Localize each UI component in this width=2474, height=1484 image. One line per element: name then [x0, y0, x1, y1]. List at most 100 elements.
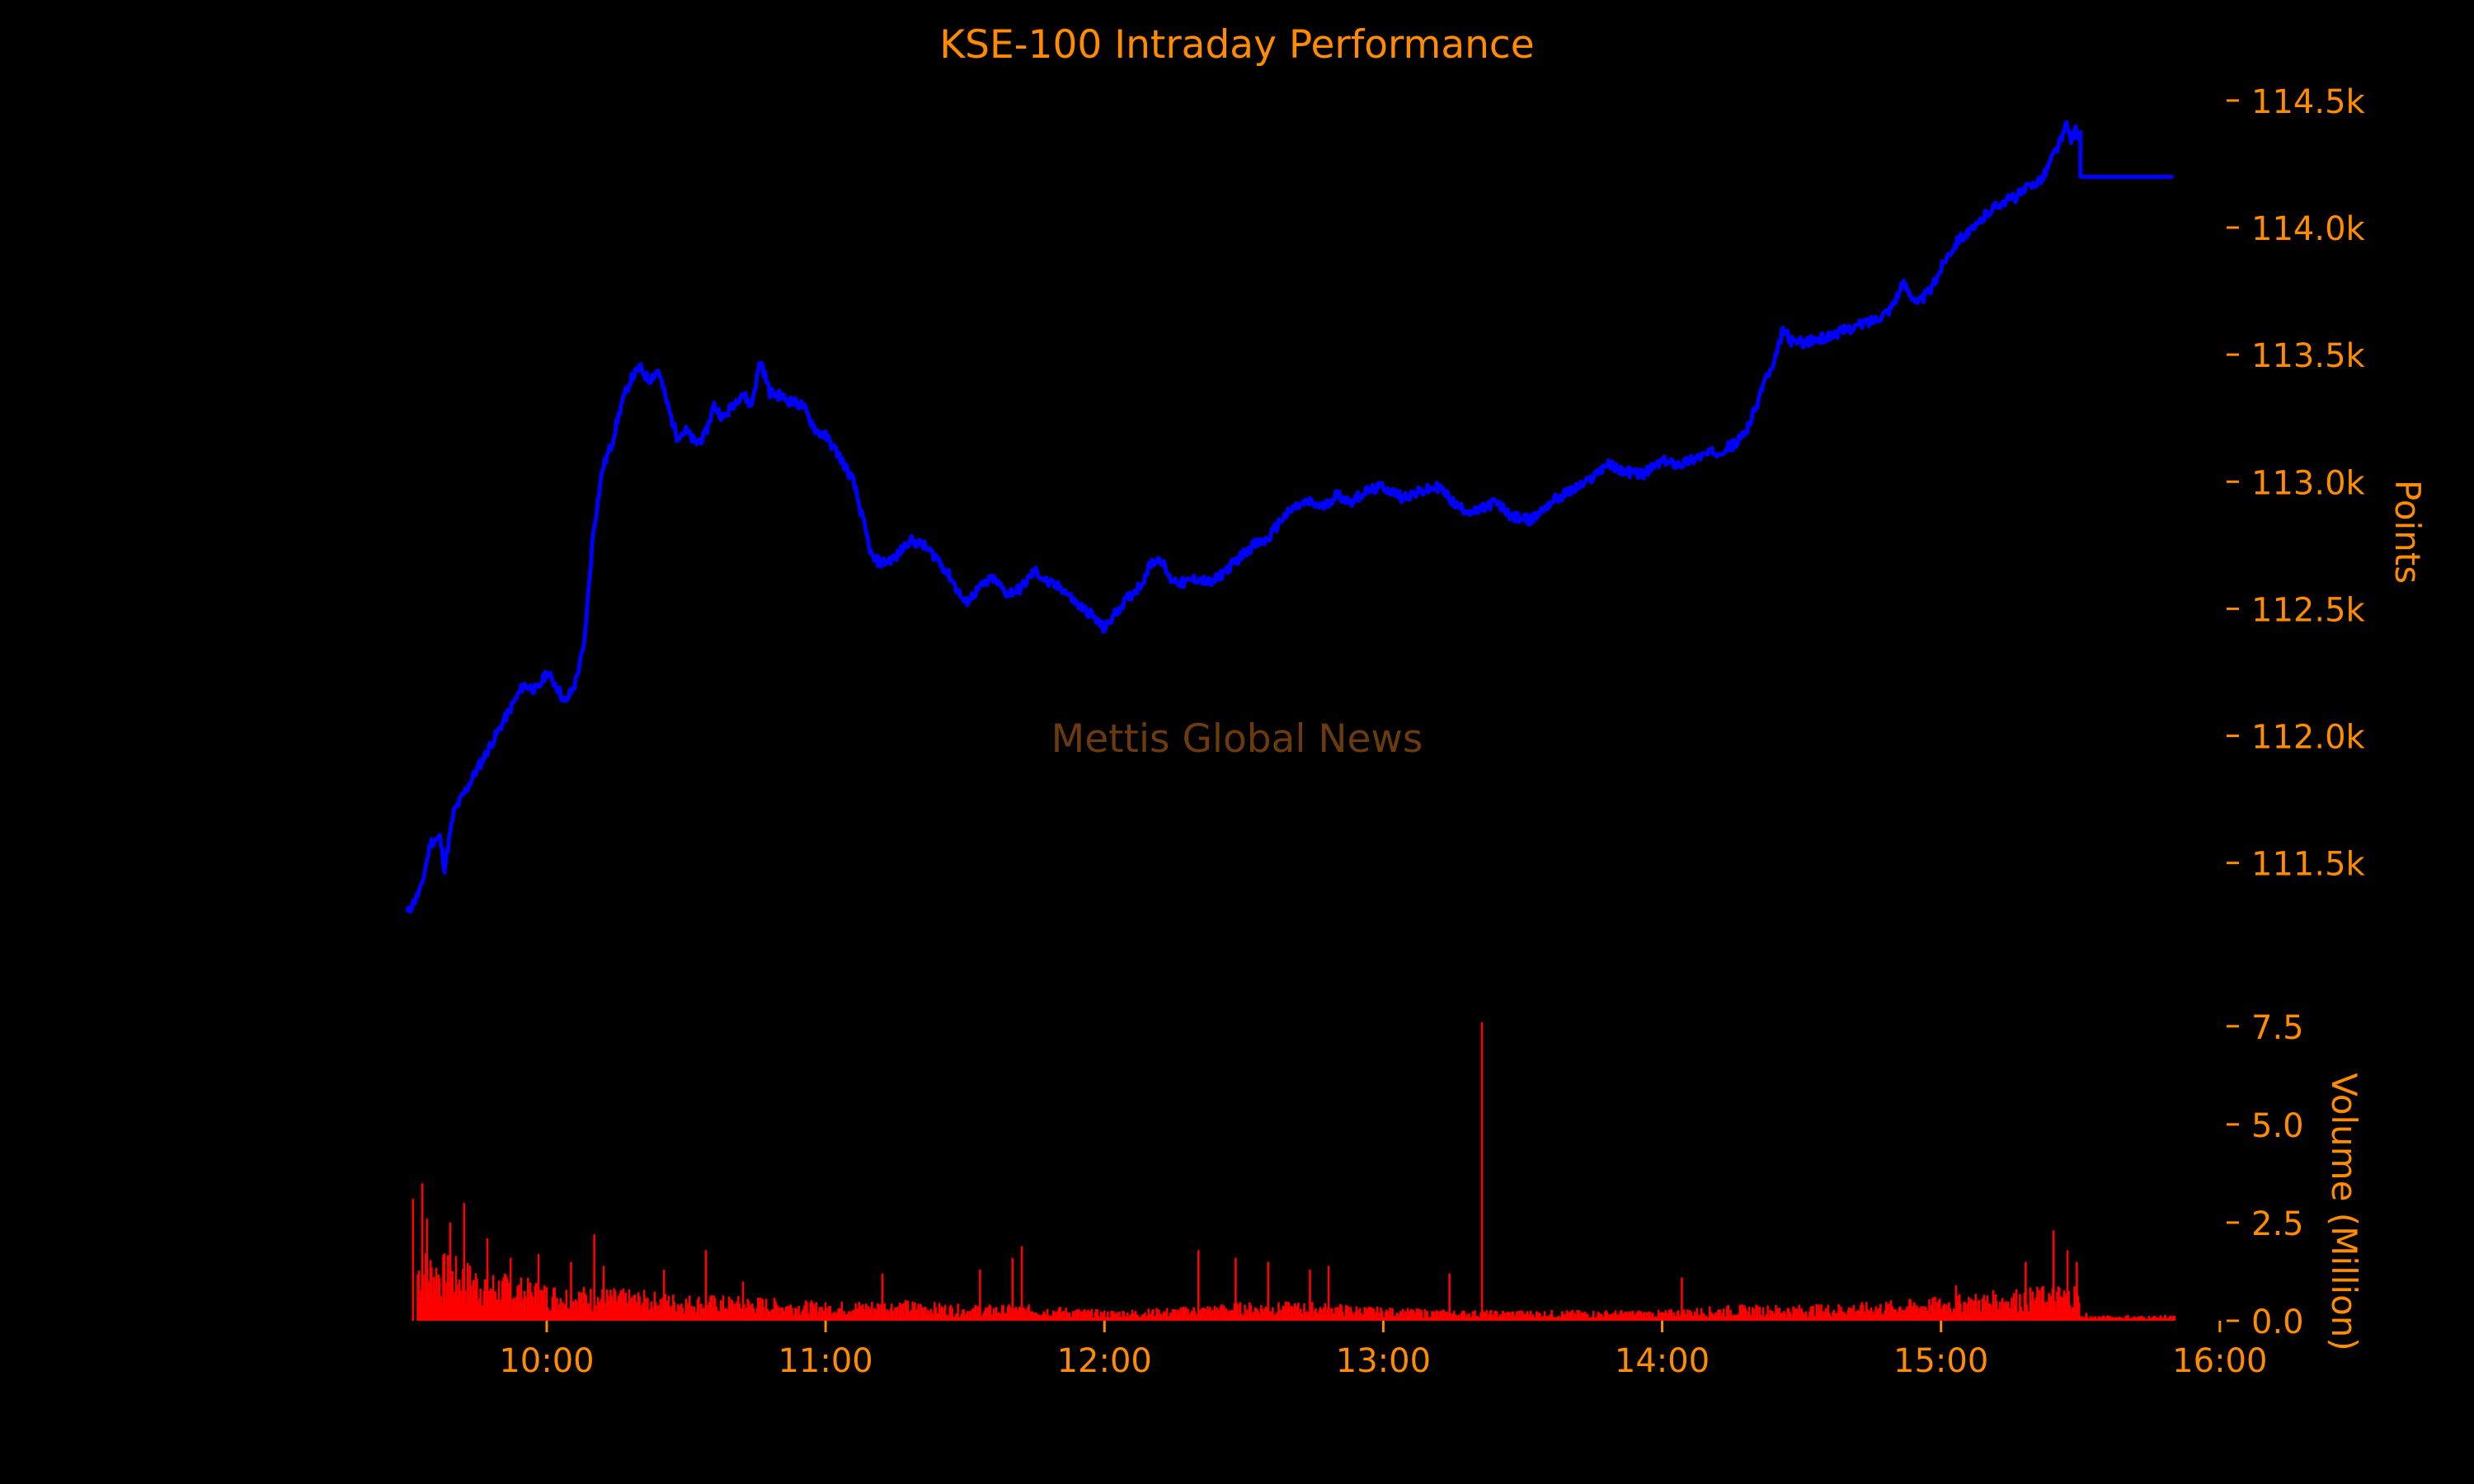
volume-bar	[661, 1308, 663, 1321]
volume-bar	[798, 1314, 802, 1321]
volume-bar	[1968, 1313, 1972, 1321]
volume-bar	[1631, 1310, 1634, 1321]
volume-bar	[902, 1303, 905, 1321]
volume-bar	[715, 1306, 717, 1321]
volume-bar	[818, 1307, 821, 1321]
volume-bar	[953, 1317, 956, 1321]
volume-bar	[1390, 1315, 1393, 1321]
volume-bar	[770, 1309, 774, 1321]
volume-bar	[2142, 1317, 2144, 1321]
volume-bar	[1059, 1307, 1061, 1321]
volume-bar	[1860, 1304, 1862, 1321]
volume-bar	[1943, 1303, 1946, 1321]
volume-bar	[459, 1290, 462, 1321]
volume-bar	[1851, 1313, 1854, 1321]
volume-bar	[1190, 1310, 1193, 1321]
price-tick-label: 111.5k	[2251, 846, 2366, 884]
volume-bar	[2050, 1295, 2053, 1321]
volume-bar	[1619, 1312, 1621, 1321]
volume-bar	[1478, 1318, 1481, 1321]
volume-bar	[625, 1303, 628, 1321]
volume-bar	[1761, 1315, 1763, 1321]
volume-bar	[558, 1304, 561, 1321]
volume-bar	[1687, 1314, 1691, 1321]
volume-bar	[957, 1303, 959, 1321]
volume-bar	[795, 1308, 798, 1321]
volume-bar	[797, 1305, 800, 1321]
volume-bar	[764, 1313, 766, 1321]
volume-bar	[2074, 1301, 2077, 1321]
volume-bar	[2040, 1287, 2044, 1321]
volume-bar	[1099, 1311, 1103, 1321]
volume-bar	[1852, 1305, 1856, 1321]
volume-bar	[974, 1304, 977, 1321]
volume-bar	[1107, 1311, 1109, 1321]
volume-bar	[1559, 1317, 1563, 1321]
volume-bar	[1292, 1315, 1296, 1321]
volume-bar	[668, 1310, 671, 1321]
volume-bar	[1502, 1310, 1504, 1321]
volume-bar	[1908, 1298, 1911, 1321]
volume-bar	[1673, 1316, 1677, 1321]
volume-bar	[815, 1302, 817, 1321]
volume-bar	[528, 1296, 530, 1321]
volume-bar	[448, 1296, 450, 1321]
volume-bar	[738, 1303, 741, 1321]
volume-spike-bar	[1197, 1250, 1200, 1321]
volume-bar	[1596, 1317, 1598, 1321]
volume-bar	[1573, 1316, 1575, 1321]
volume-bar	[1678, 1317, 1681, 1321]
volume-bar	[1583, 1312, 1586, 1321]
volume-bar	[1258, 1316, 1262, 1321]
volume-spike-bar	[463, 1203, 466, 1321]
volume-bar	[1343, 1316, 1345, 1321]
volume-bar	[1584, 1312, 1587, 1321]
volume-bar	[999, 1313, 1001, 1321]
price-tick-label: 112.5k	[2251, 591, 2366, 629]
volume-bar	[1993, 1313, 1996, 1321]
volume-bar	[1497, 1317, 1500, 1321]
volume-bar	[1900, 1313, 1903, 1321]
volume-bar	[2025, 1304, 2029, 1321]
volume-bar	[1865, 1302, 1868, 1321]
volume-bar	[1489, 1310, 1492, 1321]
volume-bar	[966, 1311, 969, 1321]
volume-bar	[1858, 1311, 1861, 1321]
volume-bar	[1963, 1302, 1966, 1321]
volume-bar	[1202, 1308, 1205, 1321]
volume-bar	[1639, 1317, 1641, 1321]
volume-bar	[608, 1300, 611, 1321]
volume-bar	[988, 1304, 990, 1321]
volume-bar	[1116, 1312, 1118, 1321]
volume-bar	[559, 1298, 562, 1321]
volume-bar	[1758, 1306, 1761, 1321]
volume-bar	[1004, 1313, 1007, 1321]
volume-bar	[1710, 1313, 1714, 1321]
volume-bar	[1415, 1308, 1418, 1321]
volume-bar	[1357, 1315, 1360, 1321]
volume-bar	[843, 1311, 845, 1321]
volume-bar	[580, 1292, 583, 1321]
volume-bar	[1597, 1312, 1600, 1321]
volume-bar	[917, 1303, 920, 1321]
volume-bar	[1878, 1308, 1881, 1321]
volume-bar	[2147, 1316, 2151, 1321]
volume-bar	[1671, 1316, 1674, 1321]
volume-bar	[874, 1309, 877, 1321]
price-axis-label: Points	[2387, 480, 2428, 584]
volume-bar	[2058, 1287, 2061, 1321]
volume-bar	[1167, 1316, 1169, 1321]
volume-bar	[1696, 1308, 1698, 1321]
volume-bar	[895, 1308, 898, 1321]
volume-bar	[604, 1310, 607, 1321]
volume-bar	[1038, 1315, 1041, 1321]
volume-bar	[1408, 1314, 1410, 1321]
volume-bar	[1493, 1311, 1496, 1321]
volume-bar	[749, 1304, 751, 1321]
volume-bar	[1128, 1315, 1131, 1321]
volume-bar	[1409, 1308, 1413, 1321]
volume-bar	[996, 1313, 999, 1321]
volume-bar	[1418, 1308, 1421, 1321]
volume-bar	[853, 1311, 856, 1321]
volume-bar	[1318, 1309, 1321, 1321]
